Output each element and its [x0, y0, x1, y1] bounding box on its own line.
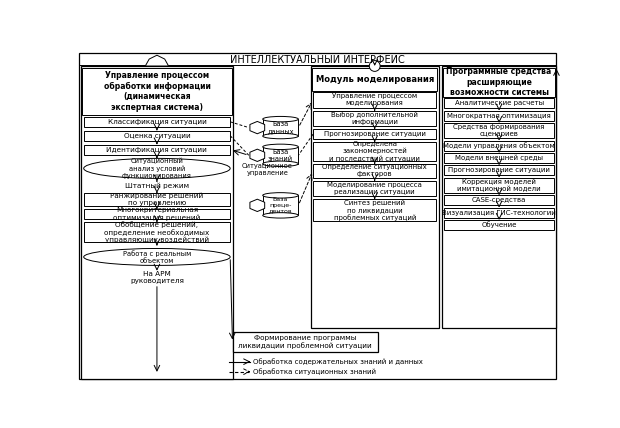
Text: Синтез решений
по ликвидации
проблемных ситуаций: Синтез решений по ликвидации проблемных … — [334, 199, 416, 221]
Bar — [444, 141, 554, 151]
Bar — [444, 111, 554, 121]
Bar — [444, 220, 554, 230]
Polygon shape — [250, 199, 265, 211]
Bar — [444, 98, 554, 108]
Bar — [443, 68, 555, 97]
Bar — [444, 153, 554, 163]
Ellipse shape — [263, 213, 298, 218]
Text: Моделирование процесса
реализации ситуации: Моделирование процесса реализации ситуац… — [327, 182, 422, 195]
Polygon shape — [250, 149, 265, 161]
Ellipse shape — [263, 161, 298, 166]
Bar — [313, 181, 436, 196]
Text: Программные средства
расширяющие
возможности системы: Программные средства расширяющие возможн… — [446, 67, 552, 97]
Text: Аналитические расчеты: Аналитические расчеты — [454, 100, 544, 106]
Bar — [263, 119, 298, 136]
Bar — [84, 193, 230, 206]
Bar — [84, 131, 230, 141]
Text: База
данных: База данных — [267, 121, 294, 134]
Text: Коррекция моделей
имитационной модели: Коррекция моделей имитационной модели — [458, 178, 541, 192]
Text: Прогнозирование ситуации: Прогнозирование ситуации — [448, 167, 550, 173]
Bar — [444, 123, 554, 138]
Bar — [444, 165, 554, 175]
Text: ИНТЕЛЛЕКТУАЛЬНЫЙ ИНТЕРФЕЙС: ИНТЕЛЛЕКТУАЛЬНЫЙ ИНТЕРФЕЙС — [231, 55, 405, 65]
Text: Штатный режим: Штатный режим — [125, 182, 189, 189]
Bar — [311, 66, 439, 328]
Bar — [81, 66, 233, 379]
Text: Многокритериальная
оптимизация решений: Многокритериальная оптимизация решений — [113, 208, 201, 221]
Bar — [444, 208, 554, 218]
Ellipse shape — [263, 116, 298, 122]
Ellipse shape — [84, 249, 230, 265]
Text: На АРМ
руководителя: На АРМ руководителя — [130, 271, 184, 284]
Text: Ранжирование решений
по управлению: Ранжирование решений по управлению — [110, 193, 203, 206]
Text: Выбор дополнительной
информации: Выбор дополнительной информации — [331, 111, 418, 125]
Ellipse shape — [263, 193, 298, 198]
Text: Оценка ситуации: Оценка ситуации — [123, 133, 190, 139]
Text: Обработка ситуационных знаний: Обработка ситуационных знаний — [254, 368, 376, 375]
Text: Определение ситуационных
факторов: Определение ситуационных факторов — [322, 164, 427, 177]
Text: Формирование программы
ликвидации проблемной ситуации: Формирование программы ликвидации пробле… — [239, 336, 372, 349]
Polygon shape — [145, 55, 169, 66]
Text: Классификация ситуации: Классификация ситуации — [107, 119, 206, 125]
Bar — [313, 129, 436, 139]
Bar — [313, 111, 436, 126]
Text: Обобщение решений,
определение необходимых
управляющих воздействий: Обобщение решений, определение необходим… — [104, 221, 210, 243]
Bar — [313, 199, 436, 221]
Polygon shape — [250, 122, 265, 134]
Bar — [313, 92, 436, 107]
Text: Обучение: Обучение — [481, 222, 517, 229]
Ellipse shape — [84, 158, 230, 178]
Text: Визуализация ГИС-технологии: Визуализация ГИС-технологии — [442, 210, 556, 216]
Text: Управление процессом
моделирования: Управление процессом моделирования — [332, 93, 417, 107]
Text: База
преце-
дентов: База преце- дентов — [268, 197, 293, 214]
Bar — [444, 178, 554, 193]
Text: Прогнозирование ситуации: Прогнозирование ситуации — [324, 131, 426, 137]
Bar — [312, 68, 437, 91]
Text: База
знаний: База знаний — [268, 149, 293, 162]
Bar — [441, 66, 557, 328]
Text: Управление процессом
обработки информации
(динамическая
экспертная система): Управление процессом обработки информаци… — [104, 71, 210, 112]
Bar — [444, 195, 554, 205]
Bar — [313, 142, 436, 160]
Text: Определена
закономерностей
и последствий ситуации: Определена закономерностей и последствий… — [329, 141, 420, 162]
Bar — [263, 147, 298, 164]
Bar — [232, 333, 378, 352]
Text: Средства формирования
сценариев: Средства формирования сценариев — [453, 124, 545, 137]
Text: Обработка содержательных знаний и данных: Обработка содержательных знаний и данных — [254, 358, 423, 365]
Bar — [82, 68, 232, 115]
Bar — [84, 209, 230, 219]
Text: Ситуационный
анализ условий
функционирования: Ситуационный анализ условий функциониров… — [122, 158, 192, 179]
Text: CASE-средства: CASE-средства — [472, 197, 526, 203]
Circle shape — [370, 61, 380, 71]
Bar — [84, 145, 230, 155]
Ellipse shape — [263, 134, 298, 139]
Bar — [313, 164, 436, 178]
Text: Идентификация ситуации: Идентификация ситуации — [107, 146, 207, 152]
Bar — [84, 117, 230, 127]
Text: Работа с реальным
объектом: Работа с реальным объектом — [123, 250, 191, 264]
Bar — [84, 222, 230, 241]
Bar — [263, 195, 298, 215]
Text: Модуль моделирования: Модуль моделирования — [316, 74, 434, 83]
Text: Модели внешней среды: Модели внешней среды — [455, 155, 543, 161]
Text: Модели управления объектом: Модели управления объектом — [443, 142, 555, 149]
Text: Ситуационное
управление: Ситуационное управление — [242, 163, 293, 175]
Text: Многократная оптимизация: Многократная оптимизация — [447, 113, 551, 119]
Ellipse shape — [263, 144, 298, 149]
